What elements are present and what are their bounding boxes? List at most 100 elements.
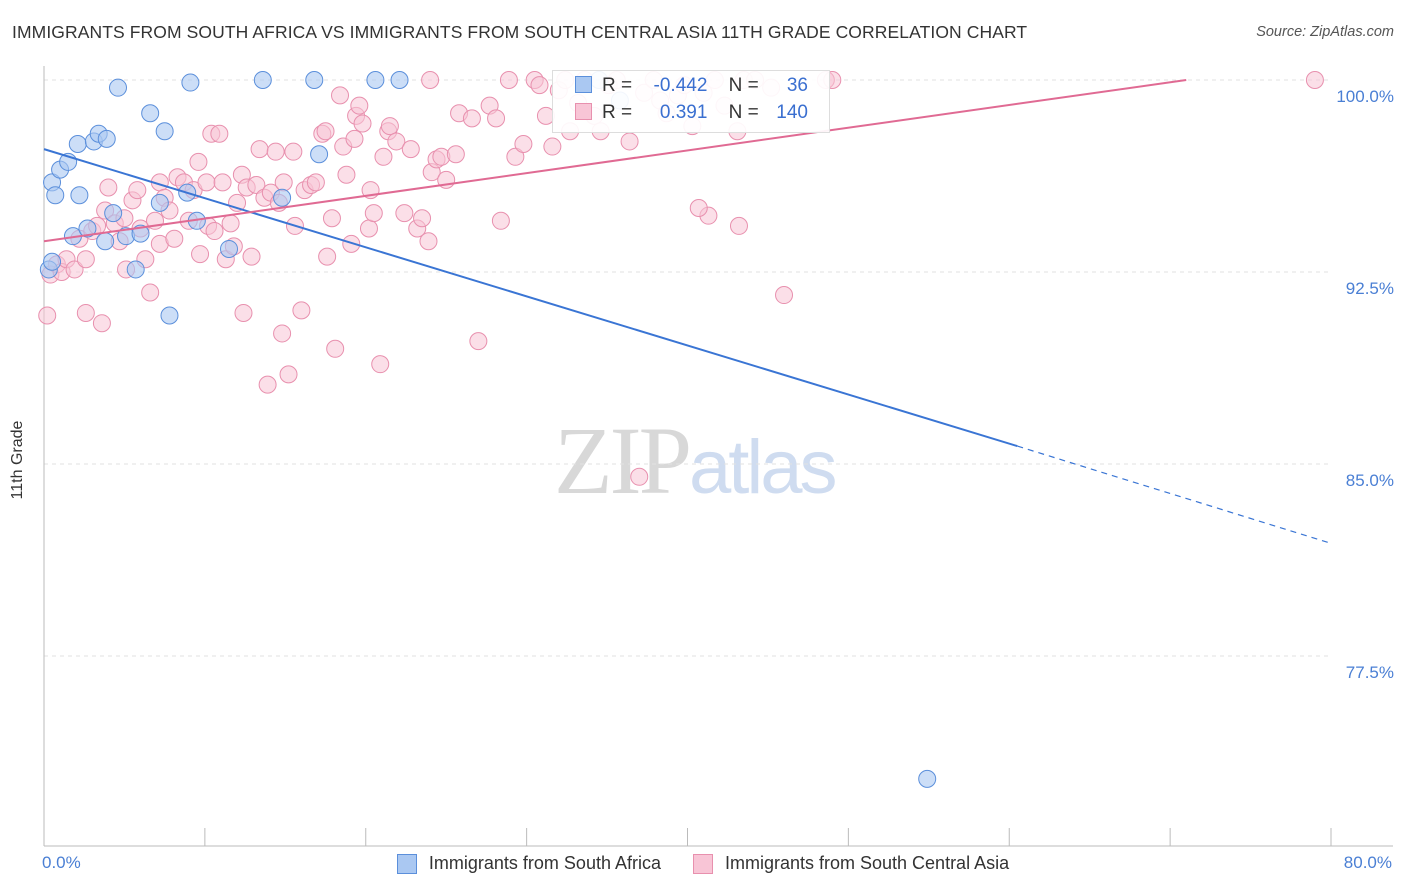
point-south-central-asia-69 [326, 339, 345, 358]
correlation-legend: R = -0.442 N = 36 R = 0.391 N = 140 [552, 70, 830, 133]
point-south-africa-12 [96, 232, 115, 251]
point-south-central-asia-5 [65, 260, 84, 279]
point-south-africa-30 [310, 145, 329, 164]
y-tick-label-1: 92.5% [1345, 279, 1394, 298]
point-south-africa-32 [390, 71, 409, 89]
point-south-africa-7 [68, 135, 87, 153]
point-south-africa-9 [78, 219, 97, 238]
point-south-central-asia-119 [620, 132, 639, 151]
point-south-central-asia-64 [306, 173, 325, 192]
point-south-africa-21 [155, 122, 174, 141]
point-south-central-asia-74 [345, 129, 364, 148]
y-tick-label-2: 85.0% [1345, 471, 1394, 490]
point-south-africa-26 [220, 239, 239, 258]
point-south-central-asia-140 [630, 467, 649, 486]
point-south-africa-8 [70, 186, 89, 205]
point-south-central-asia-138 [689, 199, 708, 217]
point-south-central-asia-98 [462, 109, 481, 128]
point-south-central-asia-57 [274, 173, 293, 192]
point-south-africa-19 [141, 104, 160, 123]
series-legend-south-africa: Immigrants from South Africa [396, 853, 661, 874]
point-south-central-asia-104 [506, 147, 525, 166]
point-south-central-asia-0 [38, 306, 57, 325]
point-south-central-asia-91 [421, 71, 440, 89]
point-south-central-asia-49 [247, 175, 266, 194]
legend-row-south-africa: R = -0.442 N = 36 [575, 75, 808, 99]
point-south-africa-29 [305, 71, 324, 89]
point-south-central-asia-85 [387, 132, 406, 151]
points-south-central-asia [38, 71, 1324, 486]
point-south-central-asia-22 [141, 283, 160, 302]
point-south-central-asia-78 [359, 219, 378, 238]
point-south-central-asia-58 [279, 365, 298, 384]
point-south-africa-17 [126, 260, 145, 279]
legend-r-label: R = [602, 75, 633, 96]
point-south-africa-35 [918, 769, 937, 788]
point-south-central-asia-42 [221, 214, 240, 233]
series-legend-south-central-asia: Immigrants from South Central Asia [692, 853, 1010, 874]
point-south-central-asia-86 [395, 204, 414, 223]
point-south-central-asia-28 [165, 229, 184, 248]
point-south-central-asia-7 [76, 250, 95, 269]
point-south-africa-20 [150, 193, 169, 212]
grid-lines [44, 79, 1331, 657]
legend-n-label: N = [728, 102, 759, 123]
point-south-africa-31 [366, 71, 385, 89]
point-south-central-asia-52 [258, 375, 277, 394]
point-south-central-asia-80 [364, 204, 383, 223]
point-south-central-asia-99 [469, 332, 488, 351]
point-south-central-asia-139 [729, 216, 748, 235]
series-label-south-central-asia: Immigrants from South Central Asia [724, 853, 1010, 873]
point-south-central-asia-72 [337, 165, 356, 184]
point-south-central-asia-134 [775, 286, 794, 305]
point-south-central-asia-35 [197, 173, 216, 192]
legend-n-value: 140 [776, 102, 808, 123]
point-south-central-asia-84 [380, 117, 399, 136]
point-south-central-asia-59 [284, 142, 303, 161]
legend-row-south-central-asia: R = 0.391 N = 140 [575, 102, 808, 126]
point-south-central-asia-34 [191, 245, 210, 264]
point-south-central-asia-109 [543, 137, 562, 156]
point-south-central-asia-56 [273, 324, 292, 343]
point-south-central-asia-89 [413, 209, 432, 228]
legend-r-value: 0.391 [659, 102, 708, 123]
y-axis-title: 11th Grade [9, 420, 26, 500]
chart-title: IMMIGRANTS FROM SOUTH AFRICA VS IMMIGRAN… [12, 22, 1028, 42]
point-south-africa-24 [181, 73, 200, 92]
point-south-africa-15 [109, 78, 128, 97]
legend-r-label: R = [602, 102, 633, 123]
point-south-central-asia-50 [250, 140, 269, 159]
point-south-central-asia-102 [491, 211, 510, 230]
point-south-central-asia-107 [530, 76, 549, 95]
series-swatch-south-central-asia [692, 853, 713, 874]
point-south-central-asia-48 [242, 247, 261, 266]
point-south-central-asia-61 [292, 301, 311, 320]
point-south-africa-22 [160, 306, 179, 325]
x-tick-min: 0.0% [42, 853, 81, 872]
trend-lines [43, 79, 1332, 544]
point-south-africa-1 [43, 252, 62, 271]
point-south-africa-28 [273, 188, 292, 207]
point-south-central-asia-141 [1305, 71, 1324, 89]
point-south-central-asia-8 [76, 303, 95, 322]
point-south-central-asia-105 [514, 135, 533, 153]
point-south-central-asia-82 [374, 147, 393, 166]
point-south-central-asia-103 [499, 71, 518, 89]
point-south-africa-13 [97, 129, 116, 148]
point-south-central-asia-76 [350, 96, 369, 115]
point-south-africa-14 [104, 204, 123, 223]
series-legend: Immigrants from South Africa Immigrants … [0, 853, 1406, 874]
point-south-central-asia-11 [92, 314, 111, 333]
y-tick-label-3: 77.5% [1345, 663, 1394, 682]
point-south-central-asia-33 [189, 152, 208, 171]
point-south-central-asia-77 [353, 114, 372, 133]
legend-n-value: 36 [786, 75, 808, 96]
legend-n-label: N = [728, 75, 759, 96]
legend-swatch-south-central-asia [575, 103, 592, 120]
series-label-south-africa: Immigrants from South Africa [428, 853, 661, 873]
source-credit: Source: ZipAtlas.com [1256, 24, 1394, 40]
point-south-central-asia-46 [234, 303, 253, 322]
point-south-central-asia-68 [322, 209, 341, 228]
series-swatch-south-africa [396, 853, 417, 874]
